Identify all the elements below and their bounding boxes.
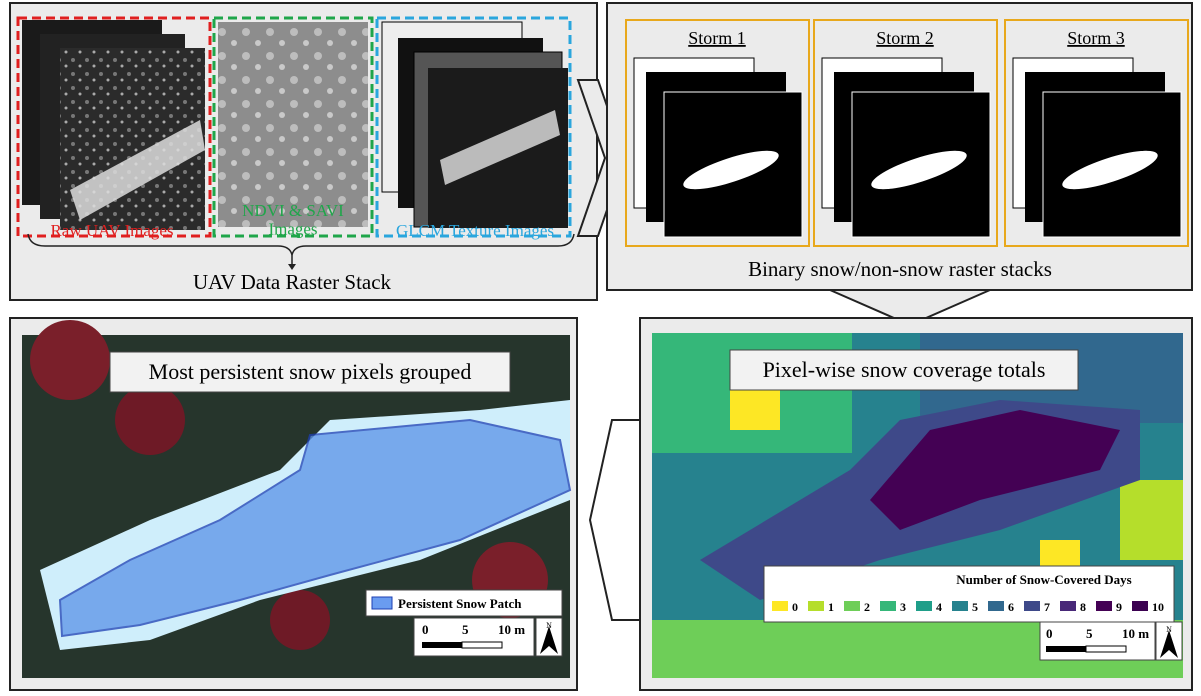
legend-swatch xyxy=(1096,601,1112,611)
storm-panel: Storm 3 xyxy=(1005,20,1188,246)
scale-label: 10 m xyxy=(498,622,525,637)
patch-title: Most persistent snow pixels grouped xyxy=(149,359,472,384)
glcm-label: GLCM Texture Images xyxy=(396,221,554,240)
stack-title: UAV Data Raster Stack xyxy=(193,270,392,294)
legend-swatch xyxy=(952,601,968,611)
figure: Raw UAV Images NDVI & SAVIImages GLCM Te… xyxy=(0,0,1201,691)
scale-label: 10 m xyxy=(1122,626,1149,641)
legend-swatch xyxy=(1060,601,1076,611)
legend-swatch xyxy=(808,601,824,611)
storm-title: Storm 3 xyxy=(1067,28,1125,48)
scale-bar: 0 5 10 m N xyxy=(1040,622,1182,660)
scale-label: 5 xyxy=(462,622,469,637)
panel-patch: Most persistent snow pixels grouped Pers… xyxy=(10,318,577,690)
scale-label: 5 xyxy=(1086,626,1093,641)
storm-panel: Storm 2 xyxy=(814,20,997,246)
binary-title: Binary snow/non-snow raster stacks xyxy=(748,257,1052,281)
legend-label: 1 xyxy=(828,600,834,614)
legend-label: 6 xyxy=(1008,600,1014,614)
legend-swatch xyxy=(1024,601,1040,611)
scale-label: 0 xyxy=(1046,626,1053,641)
storm-panel: Storm 1 xyxy=(626,20,809,246)
legend-label: 8 xyxy=(1080,600,1086,614)
totals-title: Pixel-wise snow coverage totals xyxy=(763,357,1046,382)
legend-label: 10 xyxy=(1152,600,1164,614)
legend-swatch xyxy=(916,601,932,611)
glcm-images xyxy=(382,22,568,228)
scale-bar: 0 5 10 m N xyxy=(414,618,562,656)
storm-title: Storm 2 xyxy=(876,28,934,48)
legend-label: 2 xyxy=(864,600,870,614)
storm-group: Storm 1 Storm 2 Storm 3 xyxy=(626,20,1188,246)
scale-label: 0 xyxy=(422,622,429,637)
raw-images xyxy=(22,20,205,230)
north-label: N xyxy=(1166,625,1172,634)
arrow xyxy=(590,400,640,640)
legend-swatch xyxy=(844,601,860,611)
legend-swatch xyxy=(988,601,1004,611)
legend-label: 0 xyxy=(792,600,798,614)
legend-swatch xyxy=(880,601,896,611)
legend-label: 5 xyxy=(972,600,978,614)
legend-swatch xyxy=(772,601,788,611)
patch-legend: Persistent Snow Patch xyxy=(398,596,522,611)
north-label: N xyxy=(546,621,552,630)
legend-label: 7 xyxy=(1044,600,1050,614)
raw-label: Raw UAV Images xyxy=(50,221,173,240)
ndvi-images xyxy=(218,22,368,227)
storm-title: Storm 1 xyxy=(688,28,746,48)
panel-binary: Storm 1 Storm 2 Storm 3 Binary snow/non-sn… xyxy=(607,3,1192,290)
legend-label: 9 xyxy=(1116,600,1122,614)
panel-totals: Pixel-wise snow coverage totals Number o… xyxy=(640,318,1192,690)
legend-swatch xyxy=(1132,601,1148,611)
legend-title: Number of Snow-Covered Days xyxy=(956,572,1131,587)
legend-label: 3 xyxy=(900,600,906,614)
legend-label: 4 xyxy=(936,600,942,614)
